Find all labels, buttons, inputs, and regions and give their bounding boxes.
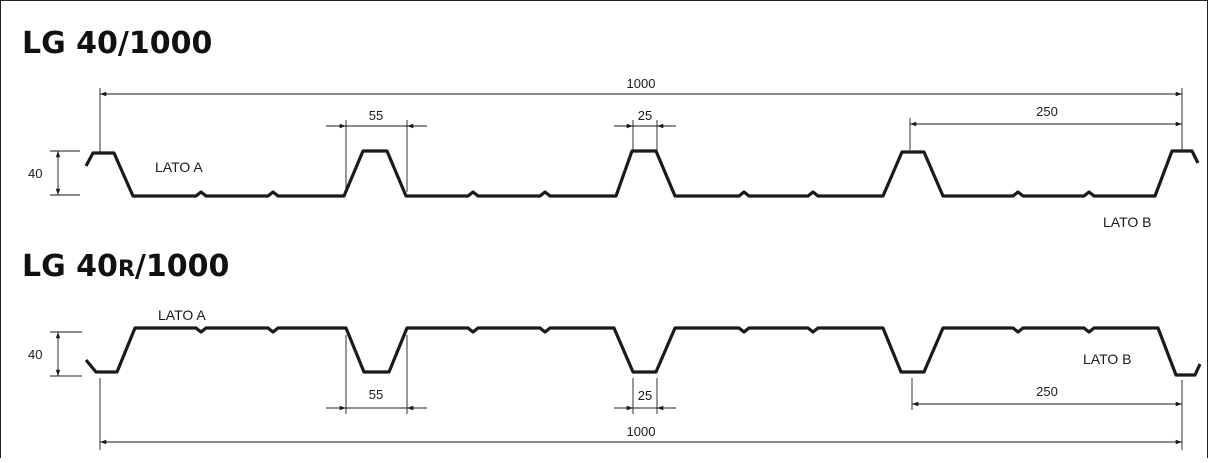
profile1-rib-base-label: 55 — [369, 108, 383, 123]
profile2-height-label: 40 — [28, 347, 42, 362]
profile2-rib-base-label: 55 — [369, 387, 383, 402]
profile1-height-label: 40 — [28, 166, 42, 181]
profile1-title: LG 40/1000 — [22, 26, 212, 61]
profile1-sheet-outline — [84, 149, 1200, 198]
profile1-lato-a-label: LATO A — [155, 159, 203, 175]
profile2-lato-b-label: LATO B — [1083, 351, 1132, 367]
profile2-title: LG 40R/1000 — [22, 249, 229, 284]
profile2-pitch-label: 250 — [1036, 384, 1058, 399]
profile2-lato-a-label: LATO A — [158, 307, 206, 323]
profile1-total-dim-label: 1000 — [627, 76, 656, 91]
profile2-total-dim-label: 1000 — [627, 424, 656, 439]
profile1-pitch-label: 250 — [1036, 104, 1058, 119]
profile2-sheet-outline — [84, 326, 1202, 377]
profile-lg40: LG 40/1000 1000 55 25 250 40 LATO A LATO — [22, 26, 1200, 230]
profile-lg40r: LG 40R/1000 40 55 25 250 1000 LATO A LAT — [22, 249, 1202, 450]
profile2-rib-top-label: 25 — [638, 388, 652, 403]
profile1-rib-top-label: 25 — [638, 108, 652, 123]
profile1-lato-b-label: LATO B — [1103, 214, 1152, 230]
